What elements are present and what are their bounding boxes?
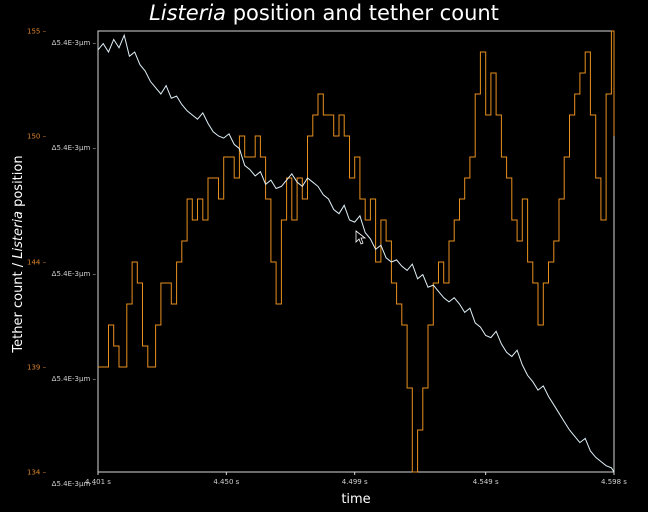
chart-title-italic: Listeria <box>149 1 226 25</box>
y-inner-tick-label: Δ5.4E-3μm – <box>52 480 97 488</box>
chart-title-rest: position and tether count <box>226 1 499 25</box>
y-axis-inner-ticks: Δ5.4E-3μm – Δ5.4E-3μm – Δ5.4E-3μm – Δ5.4E-3… <box>52 39 97 488</box>
listeria-position-series <box>97 33 615 473</box>
y-inner-tick-label: Δ5.4E-3μm – <box>52 144 97 152</box>
y-left-tick-label: 144 – <box>27 259 47 267</box>
chart-title: Listeria position and tether count <box>149 1 499 25</box>
x-axis-ticks: 4.401 s 4.450 s 4.499 s 4.549 s 4.598 s <box>85 472 627 486</box>
x-tick-label: 4.598 s <box>601 478 627 486</box>
tether-count-line <box>98 30 615 473</box>
y-axis-label: Tether count / Listeria position <box>11 155 26 353</box>
y-axis-label-italic: Listeria <box>11 211 26 259</box>
y-left-tick-label: 139 – <box>27 364 47 372</box>
y-left-tick-label: 150 – <box>27 133 47 141</box>
x-tick-label: 4.549 s <box>473 478 499 486</box>
listeria-position-line <box>97 33 615 473</box>
y-inner-tick-label: Δ5.4E-3μm – <box>52 270 97 278</box>
x-tick-label: 4.401 s <box>85 478 111 486</box>
y-axis-label-suffix: position <box>11 155 26 211</box>
x-tick-label: 4.499 s <box>342 478 368 486</box>
mouse-cursor-icon <box>355 230 367 245</box>
x-tick-label: 4.450 s <box>213 478 239 486</box>
y-left-tick-label: 155 – <box>27 28 47 36</box>
tether-count-series <box>98 30 615 473</box>
y-inner-tick-label: Δ5.4E-3μm – <box>52 375 97 383</box>
x-axis-label: time <box>341 492 370 507</box>
y-axis-left-ticks: 155 – 150 – 144 – 139 – 134 – <box>27 28 47 477</box>
y-left-tick-label: 134 – <box>27 469 47 477</box>
y-inner-tick-label: Δ5.4E-3μm – <box>52 39 97 47</box>
plot-area-frame <box>97 30 615 473</box>
y-axis-label-prefix: Tether count / <box>11 259 26 354</box>
